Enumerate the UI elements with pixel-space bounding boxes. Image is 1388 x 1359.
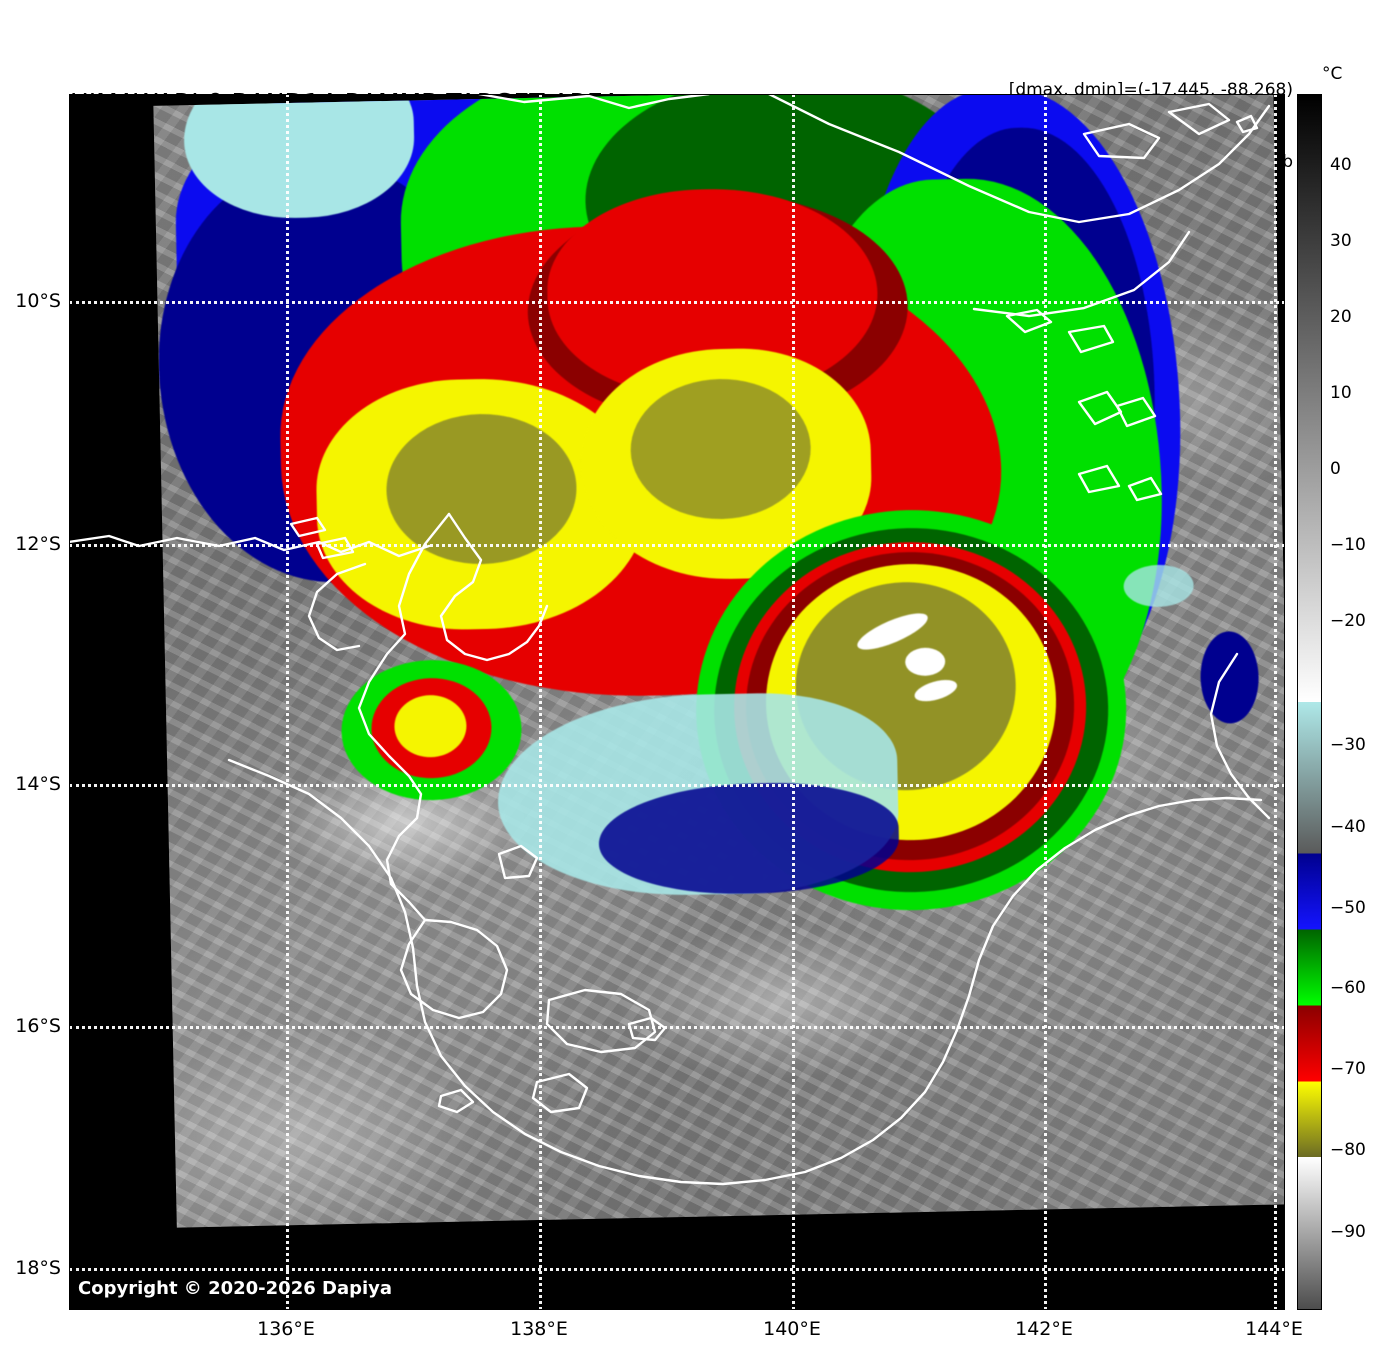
colorbar-tick-40: 40 <box>1330 155 1352 175</box>
gridline-lon-144E <box>1274 94 1277 1310</box>
lat-tick-10S: 10°S <box>15 290 61 312</box>
colorbar-tick-30: 30 <box>1330 231 1352 251</box>
lat-tick-14S: 14°S <box>15 773 61 795</box>
satellite-image-plot: Copyright © 2020-2026 Dapiya <box>69 94 1285 1310</box>
gridline-lon-142E <box>1044 94 1047 1310</box>
colorbar-tick-m70: −70 <box>1330 1059 1366 1079</box>
lon-tick-136E: 136°E <box>257 1318 315 1340</box>
lat-tick-12S: 12°S <box>15 533 61 555</box>
lon-tick-138E: 138°E <box>510 1318 568 1340</box>
colorbar-tick-20: 20 <box>1330 307 1352 327</box>
gridline-lat-12S <box>69 544 1285 547</box>
copyright-label: Copyright © 2020-2026 Dapiya <box>78 1278 393 1299</box>
colorbar-tick-m20: −20 <box>1330 611 1366 631</box>
gridline-lat-10S <box>69 301 1285 304</box>
colorbar-tick-m50: −50 <box>1330 898 1366 918</box>
lon-tick-140E: 140°E <box>763 1318 821 1340</box>
colorbar-tick-m40: −40 <box>1330 817 1366 837</box>
gridline-lat-16S <box>69 1026 1285 1029</box>
lon-tick-144E: 144°E <box>1245 1318 1303 1340</box>
gridline-lat-14S <box>69 784 1285 787</box>
colorbar-tick-m10: −10 <box>1330 535 1366 555</box>
colorbar <box>1297 94 1322 1310</box>
colorbar-tick-m80: −80 <box>1330 1140 1366 1160</box>
lon-tick-142E: 142°E <box>1015 1318 1073 1340</box>
lat-tick-16S: 16°S <box>15 1015 61 1037</box>
coastline-overlay <box>69 94 1271 1186</box>
colorbar-tick-m90: −90 <box>1330 1222 1366 1242</box>
gridline-lon-138E <box>539 94 542 1310</box>
gridline-lat-18S <box>69 1268 1285 1271</box>
lat-tick-18S: 18°S <box>15 1257 61 1279</box>
colorbar-units-label: °C <box>1322 64 1343 84</box>
gridline-lon-136E <box>286 94 289 1310</box>
colorbar-tick-m60: −60 <box>1330 978 1366 998</box>
colorbar-tick-0: 0 <box>1330 459 1341 479</box>
colorbar-tick-10: 10 <box>1330 383 1352 403</box>
colorbar-tick-m30: −30 <box>1330 735 1366 755</box>
colorbar-gradient <box>1298 95 1321 1309</box>
gridline-lon-140E <box>792 94 795 1310</box>
